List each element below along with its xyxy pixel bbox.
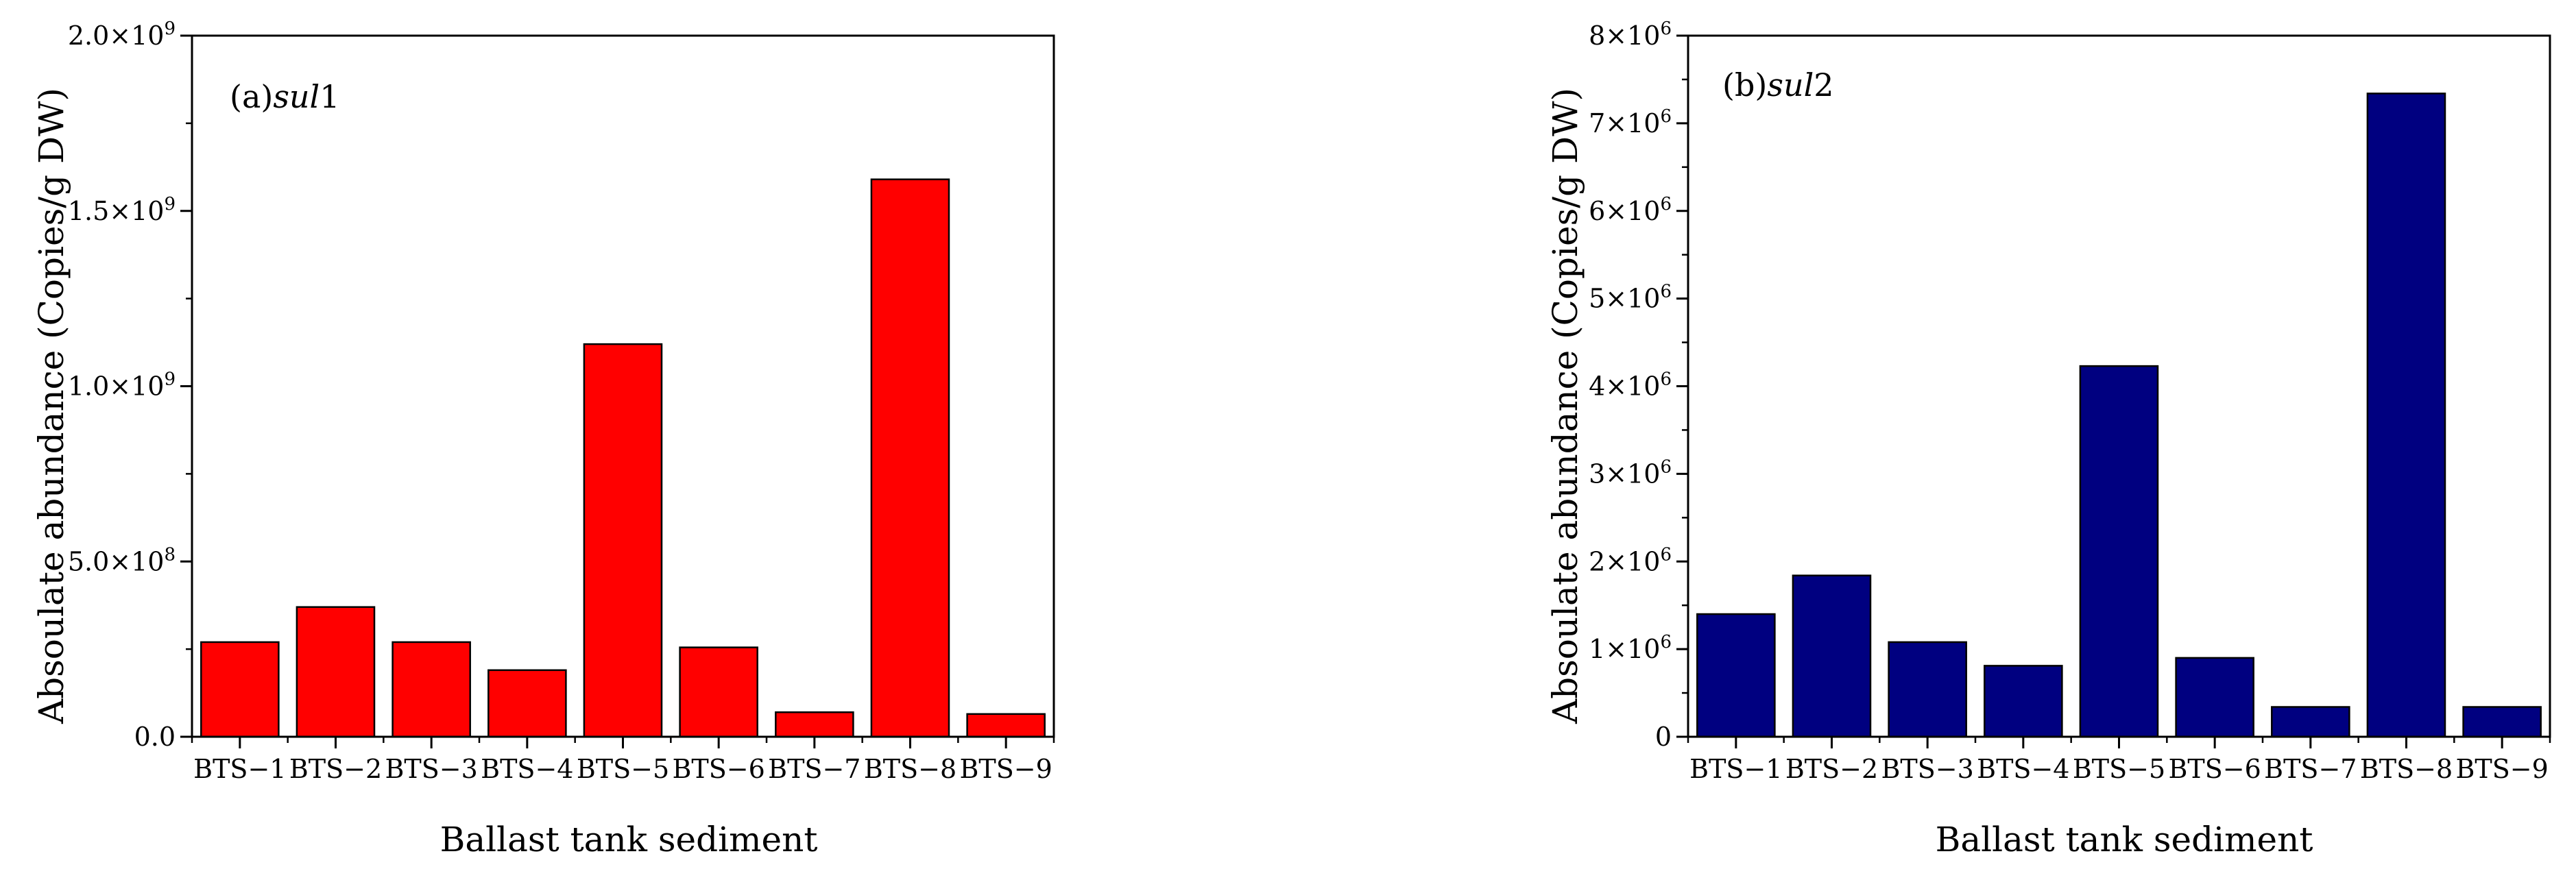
panel-label: (a)sul1 xyxy=(230,78,340,115)
x-tick-label: BTS−6 xyxy=(2169,754,2261,784)
bar-3 xyxy=(392,641,471,738)
x-tick-label: BTS−7 xyxy=(2264,754,2357,784)
x-tick-label: BTS−6 xyxy=(673,754,765,784)
bar-5 xyxy=(583,343,663,738)
y-tick-label: 1×106 xyxy=(1589,632,1672,664)
panel-label: (b)sul2 xyxy=(1722,66,1834,103)
bar-1 xyxy=(200,641,280,738)
y-tick-label: 5.0×108 xyxy=(68,544,176,576)
x-tick-label: BTS−8 xyxy=(864,754,956,784)
chart-panel-b: Absoulate abundance (Copies/g DW) Ballas… xyxy=(1545,19,2551,859)
bar-6 xyxy=(679,646,758,738)
y-tick-label: 2×106 xyxy=(1589,544,1672,576)
bar-7 xyxy=(2271,706,2350,738)
y-tick-label: 3×106 xyxy=(1589,456,1672,489)
y-tick-label: 4×106 xyxy=(1589,369,1672,402)
x-tick-label: BTS−8 xyxy=(2360,754,2453,784)
y-tick-label: 8×106 xyxy=(1589,19,1672,51)
x-axis-title: Ballast tank sediment xyxy=(1936,820,2313,859)
x-tick-label: BTS−5 xyxy=(2073,754,2165,784)
bar-6 xyxy=(2175,657,2254,738)
x-tick-label: BTS−4 xyxy=(481,754,573,784)
x-axis-title: Ballast tank sediment xyxy=(440,820,818,859)
x-tick-label: BTS−2 xyxy=(289,754,382,784)
y-tick-label: 2.0×109 xyxy=(68,19,176,51)
x-tick-label: BTS−1 xyxy=(1689,754,1782,784)
x-tick-label: BTS−3 xyxy=(385,754,478,784)
x-tick-label: BTS−1 xyxy=(193,754,286,784)
y-tick-label: 1.5×109 xyxy=(68,194,176,226)
x-tick-label: BTS−3 xyxy=(1881,754,1974,784)
bar-5 xyxy=(2079,365,2159,738)
y-tick-label: 1.0×109 xyxy=(68,369,176,402)
y-tick-label: 0 xyxy=(1655,722,1672,752)
chart-panel-a: Absoulate abundance (Copies/g DW) Ballas… xyxy=(32,19,1055,859)
x-tick-label: BTS−9 xyxy=(2456,754,2549,784)
bar-8 xyxy=(870,178,950,738)
y-tick-label: 5×106 xyxy=(1589,282,1672,314)
y-axis-title: Absoulate abundance (Copies/g DW) xyxy=(1545,88,1585,724)
x-tick-label: BTS−7 xyxy=(768,754,860,784)
bar-3 xyxy=(1888,641,1967,738)
bar-9 xyxy=(966,713,1046,738)
x-tick-label: BTS−9 xyxy=(960,754,1052,784)
x-tick-label: BTS−2 xyxy=(1785,754,1878,784)
y-tick-label: 7×106 xyxy=(1589,106,1672,138)
bar-4 xyxy=(487,669,567,738)
y-tick-label: 0.0 xyxy=(134,722,176,752)
bar-2 xyxy=(1792,574,1872,738)
x-tick-label: BTS−4 xyxy=(1977,754,2069,784)
y-axis-title: Absoulate abundance (Copies/g DW) xyxy=(32,88,71,724)
bar-9 xyxy=(2462,706,2542,738)
bar-1 xyxy=(1696,613,1776,738)
x-tick-label: BTS−5 xyxy=(577,754,669,784)
bar-4 xyxy=(1984,665,2063,738)
bar-8 xyxy=(2366,93,2446,738)
bar-7 xyxy=(775,711,854,738)
bar-2 xyxy=(296,606,376,738)
y-tick-label: 6×106 xyxy=(1589,194,1672,226)
